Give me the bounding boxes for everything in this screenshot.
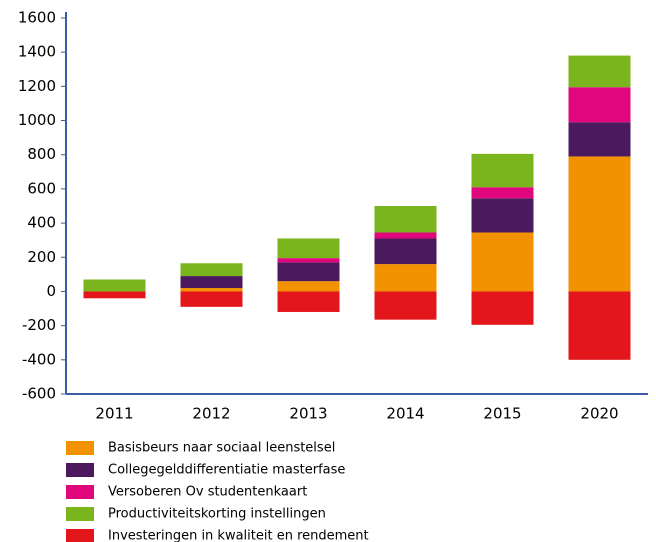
bar-segment — [568, 291, 631, 360]
legend-label: Versoberen Ov studentenkaart — [108, 485, 307, 500]
y-tick-label: -600 — [22, 385, 56, 403]
bar-segment — [471, 291, 534, 325]
y-tick-label: 600 — [27, 179, 56, 197]
legend-label: Basisbeurs naar sociaal leenstelsel — [108, 441, 335, 456]
bar-segment — [471, 153, 534, 188]
legend-label: Investeringen in kwaliteit en rendement — [108, 529, 369, 542]
y-tick-label: 1000 — [18, 111, 56, 129]
bar-segment — [180, 291, 243, 307]
bar-segment — [374, 232, 437, 239]
bar-segment — [568, 122, 631, 157]
bar-segment — [277, 281, 340, 292]
bar-segment — [180, 276, 243, 289]
bar-segment — [568, 87, 631, 123]
y-tick-label: 1600 — [18, 9, 56, 27]
bar-segment — [277, 291, 340, 312]
bar-segment — [83, 291, 146, 299]
bar-segment — [180, 263, 243, 277]
bar-segment — [568, 156, 631, 292]
y-tick-label: 200 — [27, 248, 56, 266]
x-tick-label: 2012 — [192, 405, 230, 423]
x-tick-label: 2013 — [289, 405, 327, 423]
bar-segment — [83, 279, 146, 292]
x-tick-label: 2014 — [386, 405, 424, 423]
legend-label: Productiviteitskorting instellingen — [108, 507, 326, 522]
bar-segment — [471, 232, 534, 292]
bar-segment — [568, 55, 631, 88]
y-tick-label: -400 — [22, 350, 56, 368]
bar-segment — [471, 187, 534, 199]
y-tick-label: 800 — [27, 145, 56, 163]
legend-swatch — [66, 485, 94, 499]
y-tick-label: 400 — [27, 214, 56, 232]
legend-swatch — [66, 529, 94, 542]
x-tick-label: 2015 — [483, 405, 521, 423]
y-tick-label: 1200 — [18, 77, 56, 95]
legend-swatch — [66, 463, 94, 477]
bar-segment — [277, 258, 340, 263]
bar-segment — [374, 238, 437, 265]
bar-segment — [374, 291, 437, 320]
bar-segment — [180, 288, 243, 292]
bar-segment — [277, 238, 340, 259]
legend-label: Collegegelddifferentiatie masterfase — [108, 463, 345, 478]
bar-segment — [374, 264, 437, 292]
x-tick-label: 2020 — [580, 405, 618, 423]
bar-segment — [374, 206, 437, 233]
bar-segment — [277, 262, 340, 282]
legend-swatch — [66, 507, 94, 521]
x-tick-label: 2011 — [95, 405, 133, 423]
y-tick-label: 0 — [46, 282, 56, 300]
y-tick-label: 1400 — [18, 43, 56, 61]
bar-segment — [471, 198, 534, 233]
legend-swatch — [66, 441, 94, 455]
y-tick-label: -200 — [22, 316, 56, 334]
